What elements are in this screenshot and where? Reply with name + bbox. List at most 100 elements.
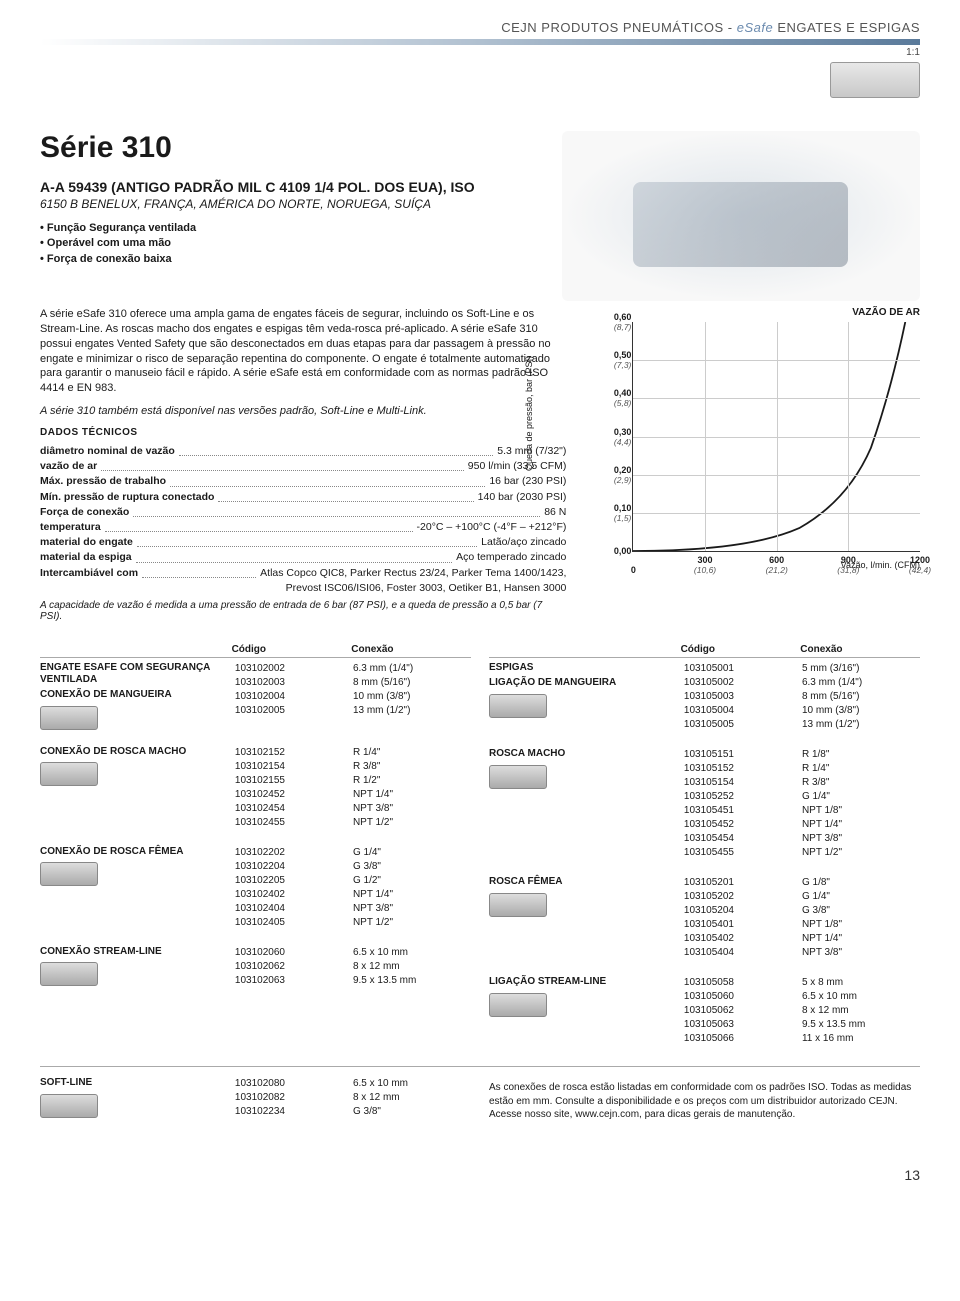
product-photo: [562, 131, 920, 301]
product-code: 103102455: [235, 816, 353, 830]
product-code: 103102152: [235, 746, 353, 760]
product-connection: NPT 1/4": [353, 788, 471, 802]
chart-x-tick: 300(10,6): [694, 555, 716, 575]
header-text-2: ENGATES E ESPIGAS: [773, 20, 920, 35]
product-connection: NPT 3/8": [353, 802, 471, 816]
scale-image-wrap: [40, 62, 920, 101]
table-row: 1031020639.5 x 13.5 mm: [235, 974, 471, 988]
table-row: 10310200513 mm (1/2"): [235, 704, 471, 718]
product-connection: 8 x 12 mm: [353, 1091, 471, 1105]
block-label: ROSCA FÊMEA: [489, 876, 678, 889]
product-code: 103105058: [684, 976, 802, 990]
product-code: 103102454: [235, 802, 353, 816]
product-code: 103102205: [235, 874, 353, 888]
espigas-column: Código Conexão ESPIGASLIGAÇÃO DE MANGUEI…: [489, 644, 920, 1062]
product-code: 103105002: [684, 676, 802, 690]
softline-block: SOFT-LINE 1031020806.5 x 10 mm1031020828…: [40, 1077, 471, 1119]
product-code: 103105063: [684, 1018, 802, 1032]
product-code: 103105066: [684, 1032, 802, 1046]
product-connection: G 3/8": [353, 1105, 471, 1119]
product-connection: 8 x 12 mm: [802, 1004, 920, 1018]
chart-x-tick: 1200(42,4): [909, 555, 931, 575]
product-code: 103102060: [235, 946, 353, 960]
product-code: 103105060: [684, 990, 802, 1004]
coupling-icon: [489, 893, 547, 917]
product-code: 103105451: [684, 804, 802, 818]
capacity-note: A capacidade de vazão é medida a uma pre…: [40, 600, 566, 622]
chart-x-tick: 0: [631, 565, 636, 575]
spec-row: diâmetro nominal de vazão5.3 mm (7/32"): [40, 444, 566, 459]
chart-y-tick: 0,20(2,9): [597, 465, 631, 485]
product-connection: 6.5 x 10 mm: [353, 946, 471, 960]
product-code: 103105201: [684, 876, 802, 890]
subtitle-2: 6150 B BENELUX, FRANÇA, AMÉRICA DO NORTE…: [40, 197, 542, 211]
chart-y-tick: 0,30(4,4): [597, 427, 631, 447]
description: A série eSafe 310 oferece uma ampla gama…: [40, 307, 566, 396]
product-connection: 8 mm (5/16"): [353, 676, 471, 690]
product-code: 103105151: [684, 748, 802, 762]
header-brand: eSafe: [737, 20, 773, 35]
product-connection: 6.5 x 10 mm: [802, 990, 920, 1004]
feature-bullet: Função Segurança ventilada: [40, 221, 542, 236]
product-connection: 8 x 12 mm: [353, 960, 471, 974]
product-code: 103105202: [684, 890, 802, 904]
table-row: 1031020026.3 mm (1/4"): [235, 662, 471, 676]
product-connection: G 1/4": [802, 790, 920, 804]
product-code: 103102154: [235, 760, 353, 774]
product-connection: 13 mm (1/2"): [353, 704, 471, 718]
spec-row: Intercambiável comAtlas Copco QIC8, Park…: [40, 566, 566, 581]
product-connection: 6.3 mm (1/4"): [802, 676, 920, 690]
table-row: 1031050628 x 12 mm: [684, 1004, 920, 1018]
table-row: 103102404NPT 3/8": [235, 902, 471, 916]
spec-label: material da espiga: [40, 550, 132, 565]
spec-label: Máx. pressão de trabalho: [40, 474, 166, 489]
table-row: 103102155R 1/2": [235, 774, 471, 788]
spec-row: Mín. pressão de ruptura conectado140 bar…: [40, 490, 566, 505]
product-connection: NPT 1/4": [353, 888, 471, 902]
spec-row: material da espiga Aço temperado zincado: [40, 550, 566, 565]
product-code: 103102063: [235, 974, 353, 988]
spec-value: Aço temperado zincado: [456, 550, 566, 565]
spec-value: 86 N: [544, 505, 566, 520]
scale-label: 1:1: [906, 47, 920, 58]
table-row: 103105252G 1/4": [684, 790, 920, 804]
table-row: 103105452NPT 1/4": [684, 818, 920, 832]
spec-value: Latão/aço zincado: [481, 535, 566, 550]
table-row: 1031020828 x 12 mm: [235, 1091, 471, 1105]
engate-column: Código Conexão ENGATE ESAFE COM SEGURANÇ…: [40, 644, 471, 1004]
coupling-icon: [40, 762, 98, 786]
product-code: 103102404: [235, 902, 353, 916]
table-row: 1031020628 x 12 mm: [235, 960, 471, 974]
feature-bullet: Operável com uma mão: [40, 236, 542, 251]
col-header-code: Código: [681, 644, 801, 655]
spec-row: vazão de ar950 l/min (33.5 CFM): [40, 459, 566, 474]
table-row: 103102202G 1/4": [235, 846, 471, 860]
product-connection: NPT 3/8": [353, 902, 471, 916]
block-label: CONEXÃO DE MANGUEIRA: [40, 689, 229, 702]
group-title: ENGATE ESAFE COM SEGURANÇA VENTILADA: [40, 662, 229, 686]
table-row: 103105154R 3/8": [684, 776, 920, 790]
product-code: 103102234: [235, 1105, 353, 1119]
table-row: 103102455NPT 1/2": [235, 816, 471, 830]
block-label: LIGAÇÃO STREAM-LINE: [489, 976, 678, 989]
table-row: 103102152R 1/4": [235, 746, 471, 760]
product-code: 103105001: [684, 662, 802, 676]
table-row: 103105201G 1/8": [684, 876, 920, 890]
page-title: Série 310: [40, 131, 542, 165]
table-row: 103105451NPT 1/8": [684, 804, 920, 818]
softline-column: SOFT-LINE 1031020806.5 x 10 mm1031020828…: [40, 1077, 471, 1135]
table-row: 1031020038 mm (5/16"): [235, 676, 471, 690]
product-connection: NPT 1/2": [802, 846, 920, 860]
product-connection: R 1/8": [802, 748, 920, 762]
product-block: CONEXÃO DE ROSCA FÊMEA103102202G 1/4"103…: [40, 846, 471, 930]
product-code: 103105062: [684, 1004, 802, 1018]
table-row: 103102452NPT 1/4": [235, 788, 471, 802]
table-row: 103102205G 1/2": [235, 874, 471, 888]
product-connection: 11 x 16 mm: [802, 1032, 920, 1046]
product-connection: G 3/8": [802, 904, 920, 918]
table-row: 103102402NPT 1/4": [235, 888, 471, 902]
chart-x-tick: 900(31,8): [837, 555, 859, 575]
product-connection: NPT 1/4": [802, 818, 920, 832]
product-block: ROSCA MACHO103105151R 1/8"103105152R 1/4…: [489, 748, 920, 860]
coupling-icon: [489, 694, 547, 718]
